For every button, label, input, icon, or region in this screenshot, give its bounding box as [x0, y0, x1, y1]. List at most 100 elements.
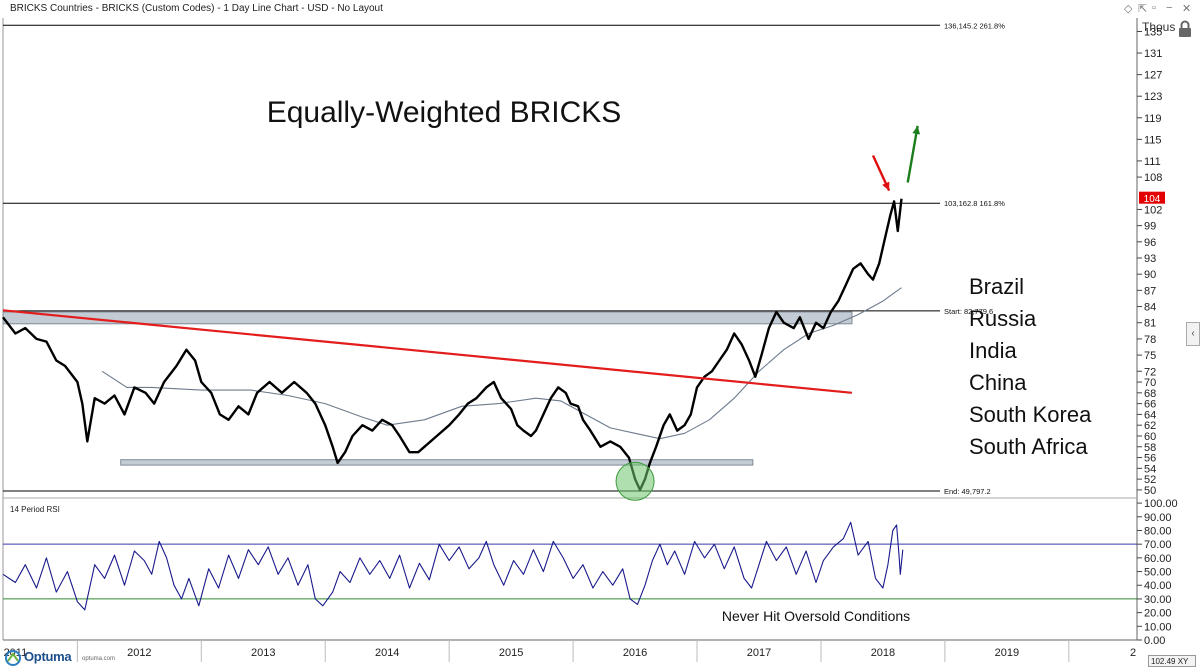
collapse-panel-button[interactable]: ‹	[1186, 322, 1200, 346]
legend-brazil: Brazil	[969, 274, 1024, 299]
country-legend: Brazil Russia India China South Korea So…	[969, 274, 1092, 459]
last-value-badge-text: 104	[1144, 194, 1161, 205]
rsi-tick-label-5: 50.00	[1144, 567, 1172, 579]
chevron-left-icon: ‹	[1191, 328, 1195, 339]
rsi-levels	[3, 543, 1137, 600]
year-label-8: 2019	[995, 647, 1019, 659]
price-tick-label-4: 119	[1144, 113, 1162, 125]
fib-levels: 136,145.2 261.8% 103,162.8 161.8% Start: 8…	[3, 21, 1005, 496]
price-readout[interactable]: 102.49 XY	[1148, 655, 1196, 667]
price-tick-label-26: 56	[1144, 453, 1156, 465]
diamond-icon[interactable]: ◇	[1124, 3, 1133, 15]
arrow-head-1	[912, 125, 921, 135]
legend-russia: Russia	[969, 306, 1037, 331]
price-tick-label-19: 70	[1144, 377, 1156, 389]
rsi-tick-label-4: 60.00	[1144, 553, 1172, 565]
price-tick-label-22: 64	[1144, 409, 1156, 421]
rsi-tick-label-7: 30.00	[1144, 594, 1172, 606]
level-label-0: 136,145.2 261.8%	[944, 21, 1005, 30]
rsi-series	[2, 521, 904, 611]
level-label-2: Start: 82,779.6	[944, 307, 993, 316]
price-tick-label-24: 60	[1144, 431, 1156, 443]
year-label-2: 2013	[251, 647, 275, 659]
price-series	[2, 198, 903, 492]
restore-icon[interactable]: ▫	[1152, 2, 1156, 14]
rsi-tick-label-0: 100.00	[1144, 498, 1178, 510]
arrow-head-0	[882, 181, 890, 191]
rsi-tick-label-6: 40.00	[1144, 580, 1172, 592]
year-label-0: 2011	[4, 647, 28, 659]
price-tick-label-5: 115	[1144, 134, 1162, 146]
price-tick-label-9: 99	[1144, 221, 1156, 233]
price-tick-label-7: 108	[1144, 172, 1162, 184]
support-band-1	[120, 459, 754, 466]
price-tick-label-18: 72	[1144, 366, 1156, 378]
moving-average-line	[101, 287, 902, 440]
last-value-badge-bg	[1139, 191, 1165, 204]
bricks-price-line	[2, 198, 903, 492]
arrow-shaft-1	[906, 125, 919, 183]
year-label-9: 2	[1130, 647, 1136, 659]
level-label-3: End: 49,797.2	[944, 487, 991, 496]
year-label-4: 2015	[499, 647, 523, 659]
price-tick-label-8: 102	[1144, 204, 1162, 216]
price-tick-label-0: 135	[1144, 26, 1162, 38]
green-arrow	[906, 125, 921, 183]
year-label-6: 2017	[747, 647, 771, 659]
lock-icon[interactable]	[1174, 18, 1196, 40]
price-tick-label-14: 84	[1144, 302, 1156, 314]
oversold-low-highlight	[615, 461, 655, 501]
year-label-5: 2016	[623, 647, 647, 659]
price-axis: 135 131 127 123 119 115 111 108 102 99 96 93 90 87 84 8…	[1137, 26, 1162, 497]
year-label-3: 2014	[375, 647, 399, 659]
rsi-tick-label-10: 0.00	[1144, 635, 1165, 647]
price-tick-label-6: 111	[1144, 156, 1161, 168]
title-bar: BRICKS Countries - BRICKS (Custom Codes)…	[0, 0, 1200, 18]
red-arrow	[871, 155, 891, 192]
rsi-annotation: Never Hit Oversold Conditions	[722, 608, 910, 624]
units-label: Thous	[1142, 20, 1176, 34]
rsi-title: 14 Period RSI	[10, 505, 60, 514]
price-panel: 136,145.2 261.8% 103,162.8 161.8% Start: 8…	[2, 21, 1005, 501]
price-tick-label-21: 66	[1144, 399, 1156, 411]
logo-text: Optuma	[24, 649, 72, 664]
brand-logo: Optuma optuma.com	[2, 648, 122, 670]
rsi-tick-label-1: 90.00	[1144, 512, 1172, 524]
close-icon[interactable]: ✕	[1182, 3, 1192, 15]
price-tick-label-12: 90	[1144, 269, 1156, 281]
price-tick-label-27: 54	[1144, 463, 1156, 475]
optuma-logo-icon	[5, 650, 21, 666]
last-value-badge: 104	[1139, 191, 1165, 205]
price-tick-label-23: 62	[1144, 420, 1156, 432]
rsi-tick-label-3: 70.00	[1144, 539, 1172, 551]
ma-series	[101, 287, 902, 440]
rsi-tick-label-2: 80.00	[1144, 525, 1172, 537]
expand-icon[interactable]: ⇱	[1138, 3, 1148, 15]
price-tick-label-10: 96	[1144, 237, 1156, 249]
legend-south-africa: South Africa	[969, 434, 1088, 459]
price-tick-label-2: 127	[1144, 70, 1162, 82]
price-tick-label-25: 58	[1144, 442, 1156, 454]
price-tick-label-15: 81	[1144, 318, 1156, 330]
annotations	[2, 125, 921, 501]
window-title: BRICKS Countries - BRICKS (Custom Codes)…	[10, 3, 383, 14]
rsi-tick-label-9: 10.00	[1144, 621, 1172, 633]
year-label-7: 2018	[871, 647, 895, 659]
price-tick-label-29: 50	[1144, 485, 1156, 497]
price-tick-label-16: 78	[1144, 334, 1156, 346]
time-axis: 2011 2012 2013 2014 2015 2016 2017 2018 2019 2	[4, 640, 1136, 662]
support-bands	[2, 311, 853, 466]
price-tick-label-3: 123	[1144, 91, 1162, 103]
price-tick-label-28: 52	[1144, 474, 1156, 486]
level-label-1: 103,162.8 161.8%	[944, 199, 1005, 208]
rsi-line	[2, 521, 904, 611]
chart-title: Equally-Weighted BRICKS	[267, 96, 622, 129]
year-label-1: 2012	[127, 647, 151, 659]
rsi-tick-label-8: 20.00	[1144, 608, 1172, 620]
red-trendline	[2, 309, 853, 394]
minimize-icon[interactable]: −	[1166, 2, 1173, 14]
price-tick-label-20: 68	[1144, 388, 1156, 400]
rsi-panel	[2, 521, 1137, 611]
